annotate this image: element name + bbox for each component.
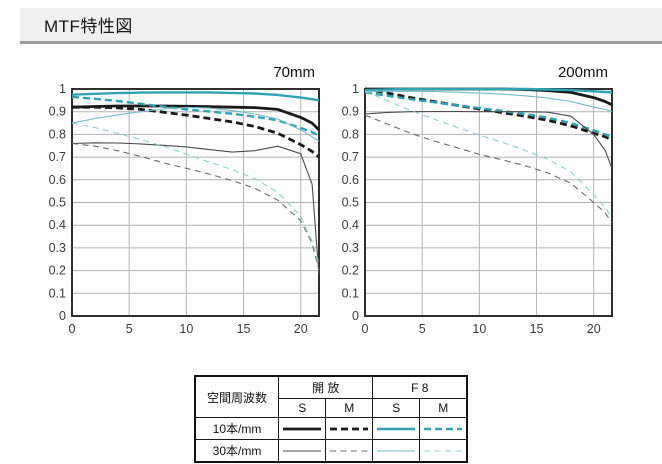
legend-header-open: 開 放 — [278, 375, 374, 399]
charts-row: 70mm 1 0.9 0.8 0.7 0.6 0.5 0.4 0.3 0.2 0.1 0 0 5 10 15… — [38, 64, 662, 344]
svg-text:10: 10 — [179, 322, 193, 336]
chart-block-200mm: 200mm 1 0.9 0.8 0.7 0.6 0.5 0.4 0.3 0.2 0.1 0 0 5 10 1… — [331, 64, 616, 344]
legend-subheader-row: S M S M — [195, 398, 468, 418]
legend-header-row: 空間周波数 開 放 F 8 — [194, 375, 468, 418]
svg-text:1: 1 — [59, 83, 66, 96]
mtf-chart-70mm: 1 0.9 0.8 0.7 0.6 0.5 0.4 0.3 0.2 0.1 00 5 10 15 20 — [49, 82, 320, 336]
chart-block-70mm: 70mm 1 0.9 0.8 0.7 0.6 0.5 0.4 0.3 0.2 0.1 0 0 5 10 15… — [38, 64, 323, 344]
svg-text:0.7: 0.7 — [49, 150, 66, 164]
svg-text:0.8: 0.8 — [49, 127, 66, 141]
svg-text:0.3: 0.3 — [49, 241, 66, 255]
legend-sample-open-30-s — [278, 439, 327, 463]
legend-header-f8: F 8 — [372, 375, 468, 399]
svg-text:0.7: 0.7 — [342, 150, 359, 164]
svg-text:20: 20 — [294, 322, 308, 336]
svg-text:0.4: 0.4 — [342, 218, 359, 232]
legend-row-label-10lines: 10本/mm — [194, 417, 280, 440]
svg-text:0: 0 — [59, 309, 66, 323]
svg-text:0: 0 — [69, 322, 76, 336]
svg-text:1: 1 — [352, 83, 359, 96]
svg-text:0.5: 0.5 — [342, 196, 359, 210]
mtf-chart-200mm: 1 0.9 0.8 0.7 0.6 0.5 0.4 0.3 0.2 0.1 00 5 10 15 20 — [342, 82, 613, 336]
svg-text:0: 0 — [352, 309, 359, 323]
chart-title-70mm: 70mm — [273, 64, 315, 81]
legend-sample-open-10-s — [278, 417, 327, 440]
legend-row-label-30lines: 30本/mm — [194, 439, 280, 463]
svg-text:5: 5 — [126, 322, 133, 336]
svg-text:0.3: 0.3 — [342, 241, 359, 255]
svg-text:10: 10 — [472, 322, 486, 336]
legend-sample-f8-10-s — [372, 417, 421, 440]
svg-text:0.5: 0.5 — [49, 196, 66, 210]
svg-text:0.2: 0.2 — [342, 264, 359, 278]
legend-sample-f8-30-s — [372, 439, 421, 463]
page: MTF特性図 70mm 1 0.9 0.8 0.7 0.6 0.5 0.4 0.3 0.2 0.1… — [0, 8, 662, 463]
svg-text:0: 0 — [362, 322, 369, 336]
svg-text:5: 5 — [419, 322, 426, 336]
legend-subheader-f8-m: M — [419, 398, 468, 418]
legend-subheader-open-s: S — [278, 398, 327, 418]
legend-subheader-f8-s: S — [372, 398, 421, 418]
legend-row-30lines: 30本/mm — [194, 439, 468, 463]
svg-text:0.2: 0.2 — [49, 264, 66, 278]
svg-text:15: 15 — [237, 322, 251, 336]
svg-text:0.6: 0.6 — [342, 173, 359, 187]
legend-subheader-open-m: M — [325, 398, 374, 418]
svg-text:0.9: 0.9 — [49, 105, 66, 119]
legend-sample-open-30-m — [325, 439, 374, 463]
svg-text:0.4: 0.4 — [49, 218, 66, 232]
svg-text:0.8: 0.8 — [342, 127, 359, 141]
legend-row-10lines: 10本/mm — [194, 417, 468, 440]
svg-text:20: 20 — [587, 322, 601, 336]
page-title-bar: MTF特性図 — [20, 8, 662, 44]
svg-text:15: 15 — [530, 322, 544, 336]
svg-text:0.1: 0.1 — [342, 286, 359, 300]
legend-sample-f8-30-m — [419, 439, 468, 463]
svg-text:0.9: 0.9 — [342, 105, 359, 119]
chart-title-200mm: 200mm — [557, 64, 608, 81]
legend-header-frequency: 空間周波数 — [194, 375, 280, 418]
legend-table: 空間周波数 開 放 F 8 S M S M 10本/mm 30本/mm — [193, 375, 469, 463]
svg-text:0.6: 0.6 — [49, 173, 66, 187]
svg-text:0.1: 0.1 — [49, 286, 66, 300]
legend-sample-f8-10-m — [419, 417, 468, 440]
legend-sample-open-10-m — [325, 417, 374, 440]
page-title: MTF特性図 — [44, 17, 133, 36]
